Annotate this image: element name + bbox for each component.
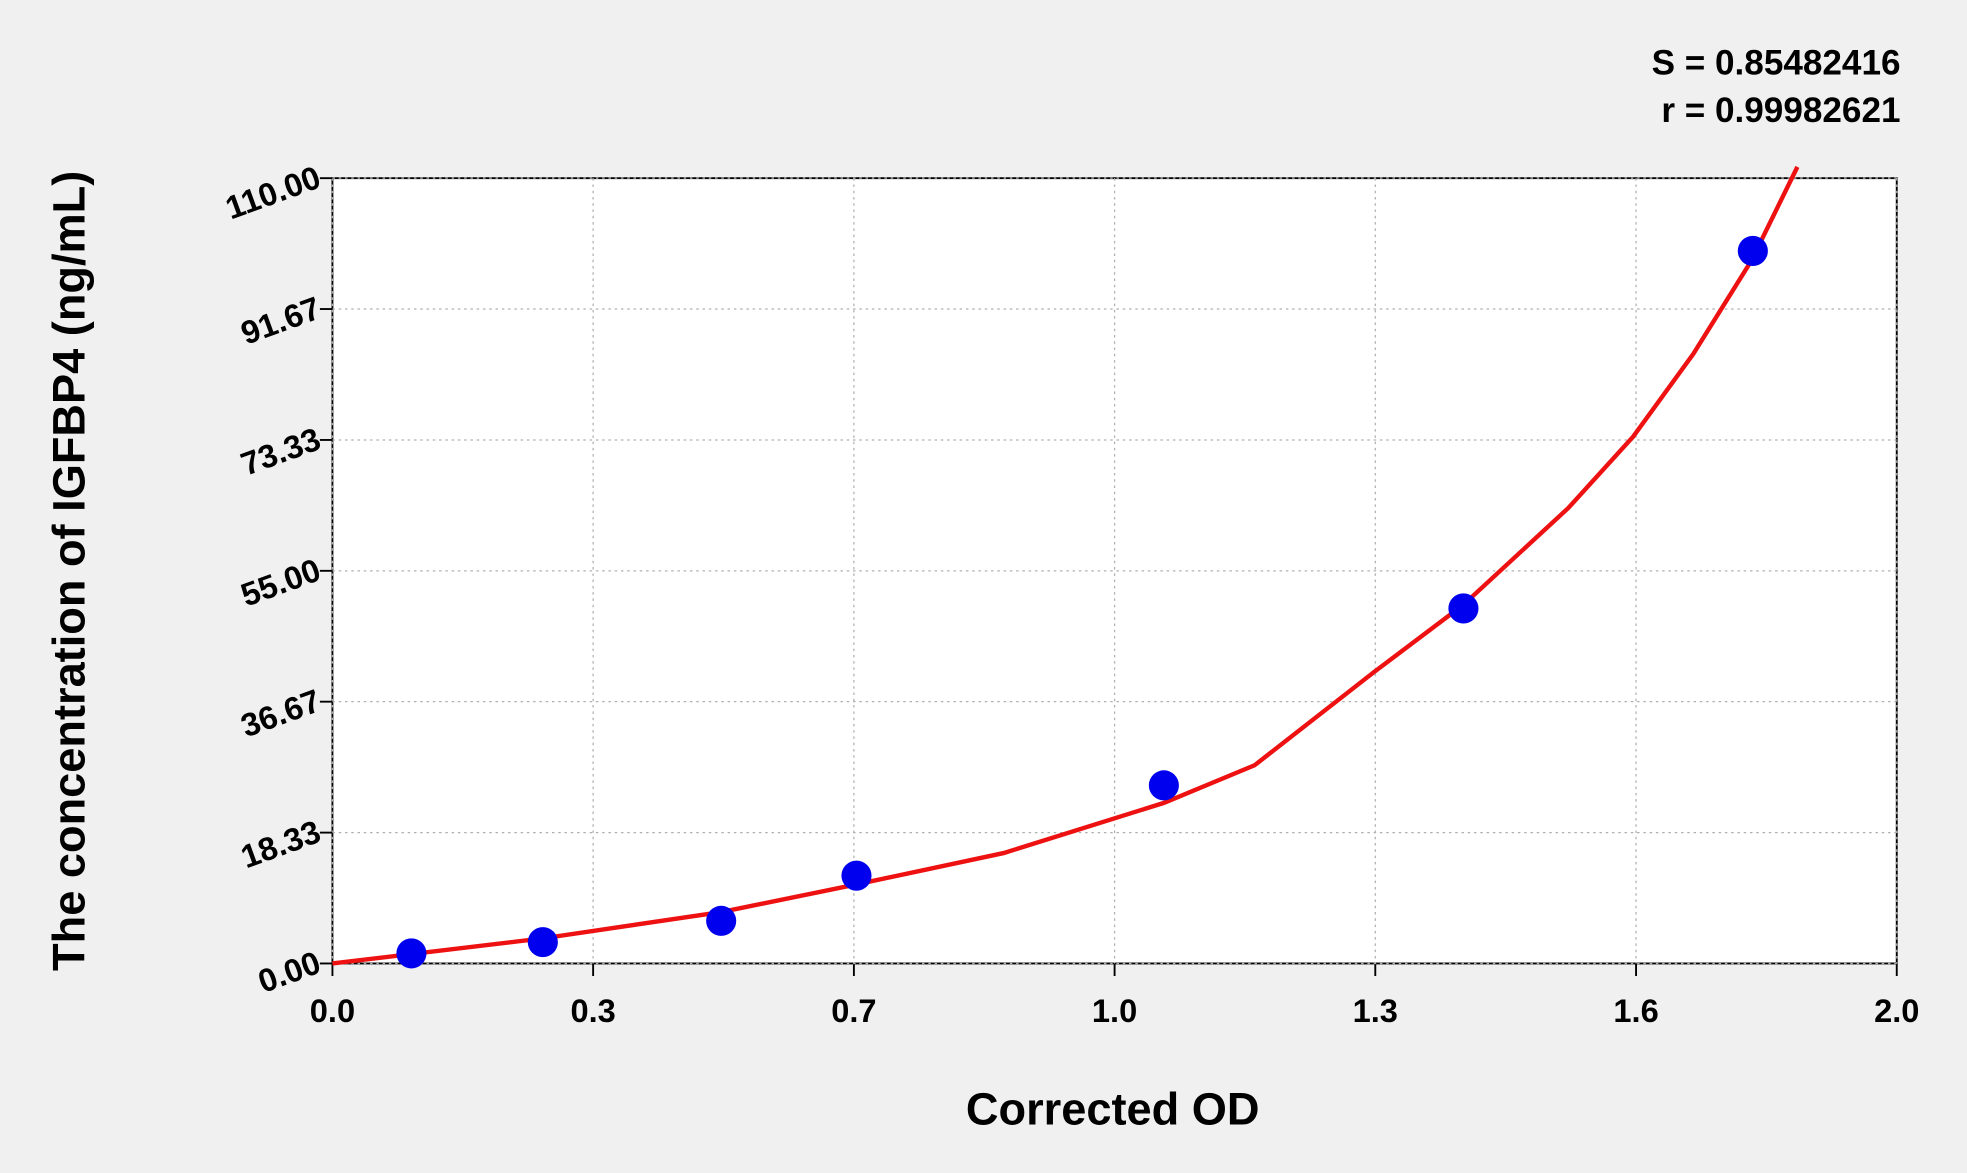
plot-area bbox=[331, 177, 1898, 965]
x-axis-label: Corrected OD bbox=[966, 1084, 1260, 1135]
data-point bbox=[1737, 235, 1768, 266]
data-point bbox=[1448, 593, 1479, 624]
x-tick-label: 0.3 bbox=[570, 992, 615, 1029]
annotation: r = 0.99982621 bbox=[1661, 91, 1900, 130]
data-point bbox=[527, 927, 558, 958]
fit-curve bbox=[332, 165, 1800, 966]
x-tick-label: 2.0 bbox=[1874, 992, 1919, 1029]
data-point bbox=[1148, 770, 1179, 801]
data-point bbox=[706, 905, 737, 936]
data-point bbox=[396, 938, 427, 969]
x-tick-label: 1.3 bbox=[1353, 992, 1398, 1029]
annotation: S = 0.85482416 bbox=[1652, 44, 1901, 83]
data-point bbox=[841, 860, 872, 891]
y-axis-label: The concentration of IGFBP4 (ng/mL) bbox=[44, 171, 95, 971]
x-tick-label: 1.0 bbox=[1092, 992, 1137, 1029]
x-tick-label: 1.6 bbox=[1613, 992, 1658, 1029]
x-tick-label: 0.0 bbox=[310, 992, 355, 1029]
x-tick-label: 0.7 bbox=[831, 992, 876, 1029]
